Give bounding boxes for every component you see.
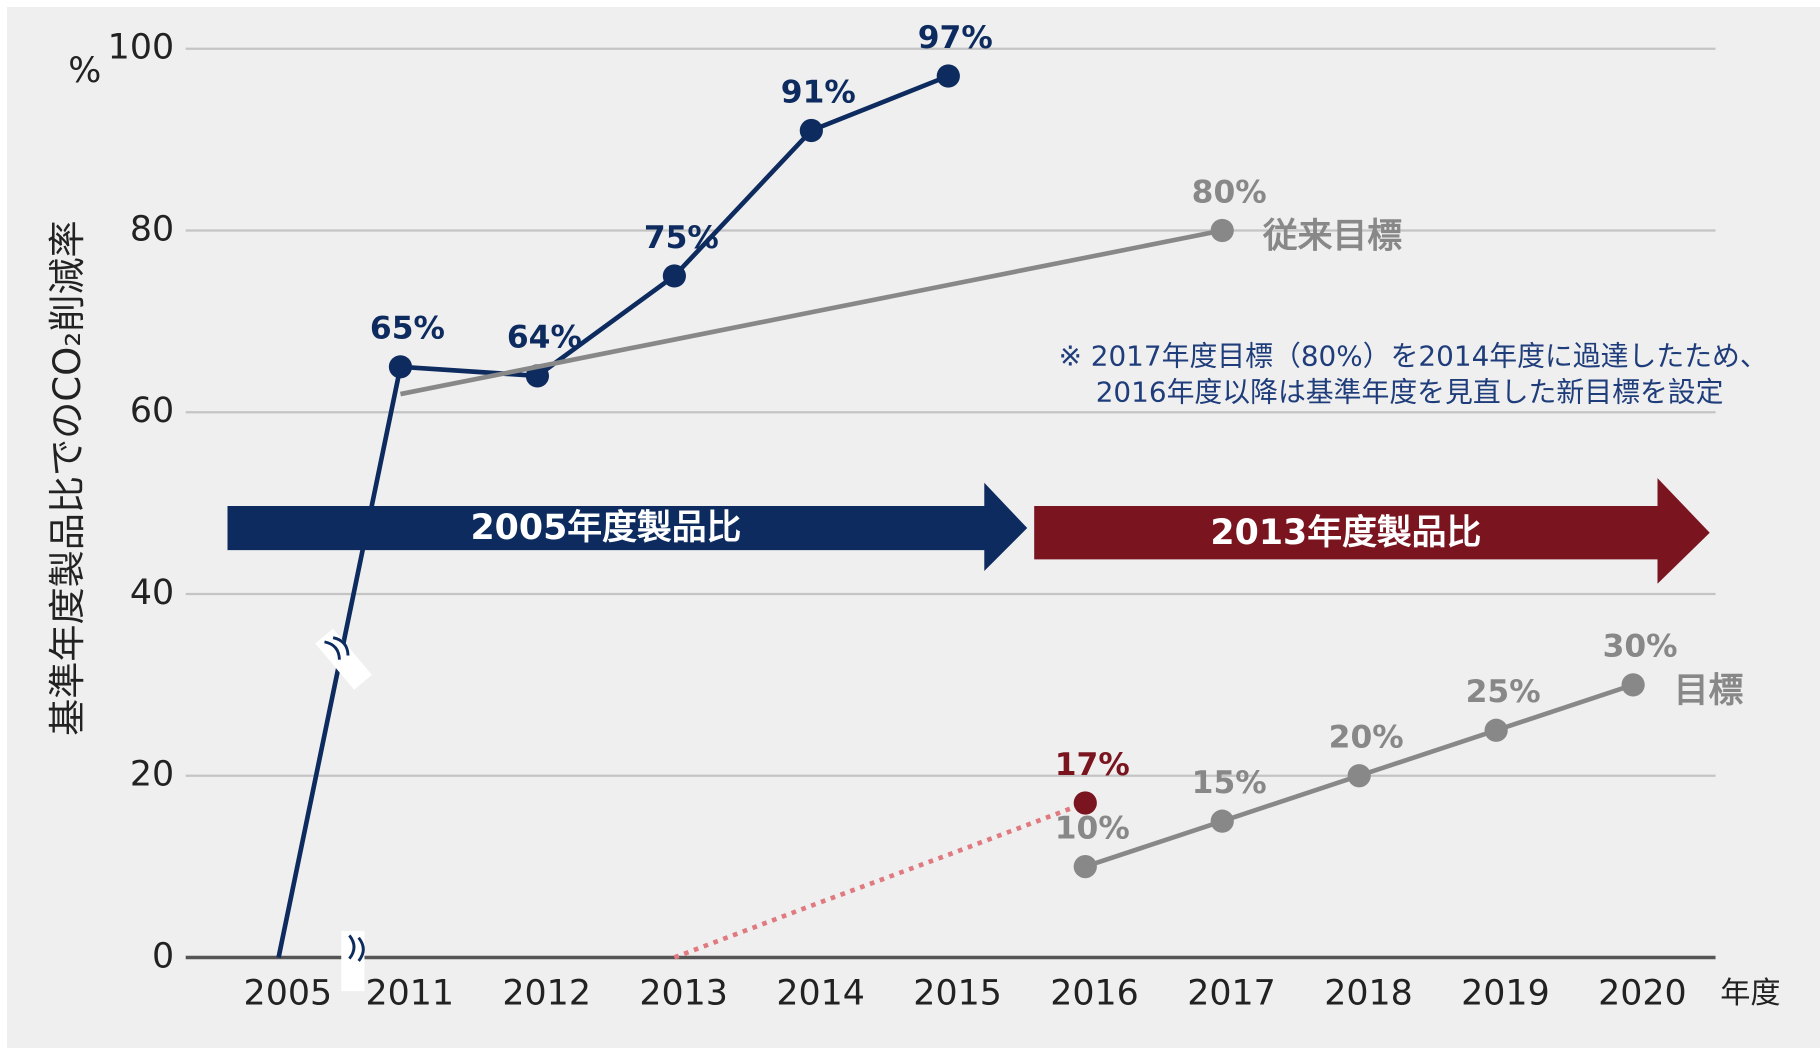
x-tick-label: 2011 [365,974,454,1014]
data-label: 91% [781,74,856,110]
data-point [1210,218,1234,243]
x-tick-label: 2014 [776,974,865,1014]
data-point [662,264,686,288]
data-point [1073,791,1097,815]
data-point [388,355,413,379]
data-point [1210,809,1234,833]
axis-break-mark [348,934,365,962]
arrow-label: 2005年度製品比 [470,508,741,548]
data-point [1621,673,1645,697]
x-tick-label: 2016 [1050,974,1139,1014]
y-tick-label: 40 [130,573,174,613]
x-unit: 年度 [1720,976,1780,1011]
data-label: 20% [1329,720,1404,756]
x-tick-label: 2020 [1598,974,1687,1014]
axis-break-mark [324,636,350,660]
y-unit: % [68,51,101,91]
arrow-label: 2013年度製品比 [1210,513,1481,553]
x-tick-label: 2019 [1461,974,1550,1014]
axis-break [341,930,365,992]
axis-break-bg [341,930,365,992]
note: ※ 2017年度目標（80%）を2014年度に過達したため、 [1059,339,1768,372]
x-tick-label: 2012 [502,974,591,1014]
data-label: 25% [1466,674,1541,710]
data-point [1073,854,1097,879]
y-tick-label: 0 [152,936,174,976]
x-tick-label: 2018 [1324,974,1413,1014]
series-name: 目標 [1674,671,1744,711]
data-label: 65% [370,311,445,347]
data-label: 97% [918,20,993,56]
data-label: 30% [1603,629,1678,665]
data-label: 10% [1055,810,1130,846]
axis-break [315,628,372,690]
data-label: 17% [1055,747,1130,783]
y-tick-label: 80 [130,209,174,249]
data-label: 80% [1192,174,1267,210]
data-label: 64% [507,320,582,356]
arrow [227,482,1028,572]
series-name: 従来目標 [1262,216,1402,256]
data-point [799,118,823,143]
data-point [936,64,960,88]
y-tick-label: 100 [108,28,174,68]
x-tick-label: 2015 [913,974,1002,1014]
series-line [276,73,950,958]
x-tick-label: 2005 [244,974,333,1014]
x-tick-label: 2017 [1187,974,1276,1014]
data-label: 75% [644,220,719,256]
series-line [673,800,1087,960]
y-tick-label: 60 [130,391,174,431]
y-axis-title: 基準年度製品比でのCO₂削減率 [46,220,89,736]
data-point [1347,764,1371,788]
data-label: 15% [1192,765,1267,801]
series-line [399,228,1223,397]
arrow [1034,478,1710,584]
x-tick-label: 2013 [639,974,728,1014]
data-point [1484,718,1508,742]
note: 2016年度以降は基準年度を見直した新目標を設定 [1096,375,1724,408]
y-tick-label: 20 [130,755,174,795]
